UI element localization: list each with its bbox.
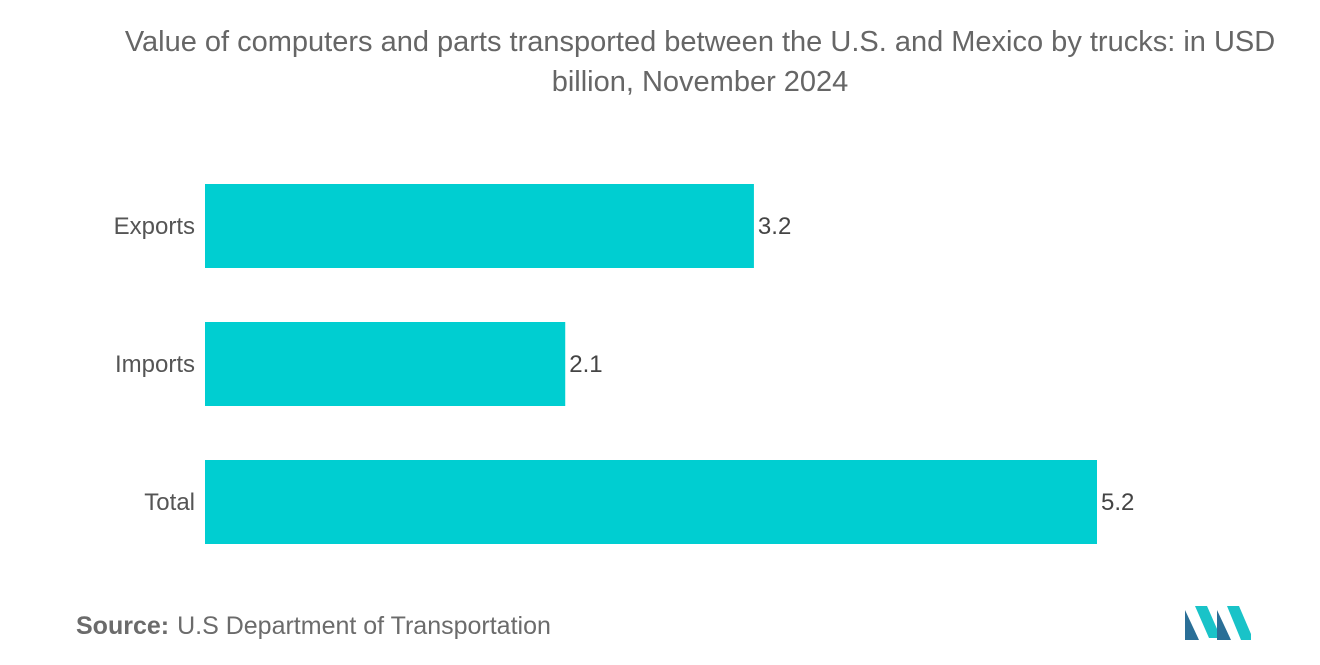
source-label: Source: [76,612,170,640]
category-label-total: Total [144,489,195,516]
mordor-intelligence-logo-icon [1185,606,1251,640]
bar-exports [205,184,754,268]
bar-imports [205,322,566,406]
source-note: Source: U.S Department of Transportation [76,612,551,641]
value-label-total: 5.2 [1101,489,1134,516]
value-label-imports: 2.1 [569,351,602,378]
bar-total [205,460,1097,544]
category-label-exports: Exports [114,213,195,240]
chart-title: Value of computers and parts transported… [124,26,1276,98]
category-label-imports: Imports [115,351,195,378]
bars-group: Exports 3.2 Imports 2.1 Total 5.2 [114,184,1134,544]
source-text: U.S Department of Transportation [177,612,551,640]
value-label-exports: 3.2 [758,213,791,240]
